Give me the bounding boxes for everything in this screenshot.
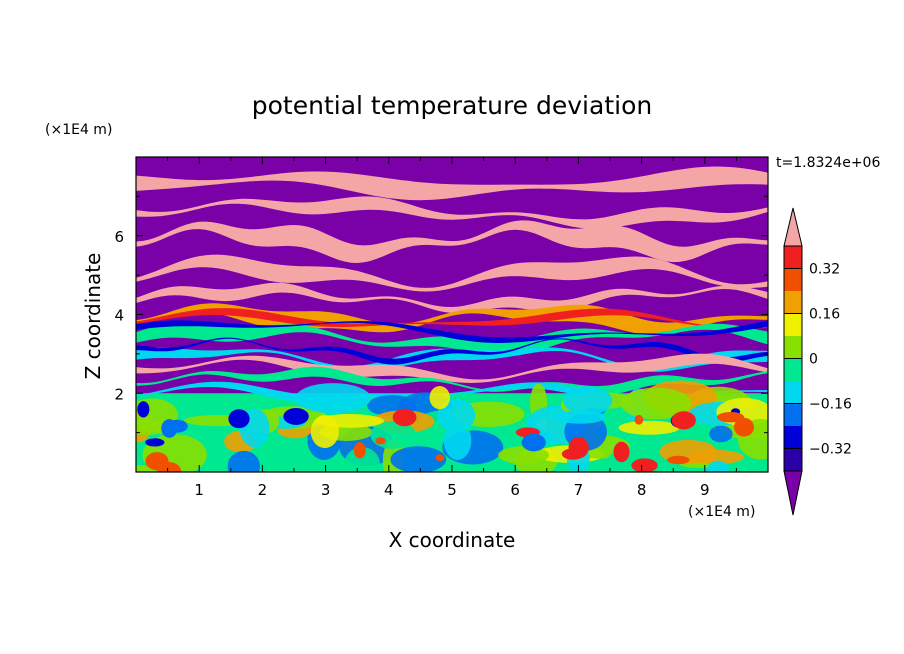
field-eddy-core [283, 408, 309, 425]
field-eddy-core [228, 409, 250, 429]
colorbar-swatch [784, 358, 802, 381]
x-tick-label: 5 [447, 481, 457, 499]
field-eddy [709, 425, 733, 443]
chart-title: potential temperature deviation [252, 91, 652, 120]
field-eddy [437, 398, 476, 433]
field-layer [136, 353, 768, 383]
colorbar-swatch [784, 403, 802, 426]
x-tick-label: 9 [700, 481, 710, 499]
field-eddy-core [137, 401, 150, 418]
field-eddy-core [375, 437, 386, 445]
x-tick-label: 6 [510, 481, 520, 499]
field-layer [136, 282, 768, 314]
field-eddy-core [521, 433, 546, 452]
field-layer [136, 347, 768, 373]
x-axis: 1 2 3 4 5 6 7 8 9 [167, 157, 737, 499]
y-tick-label: 6 [114, 228, 124, 246]
contour-field [136, 157, 768, 472]
y-axis-label: Z coordinate [81, 253, 105, 380]
colorbar-swatch [784, 336, 802, 359]
y-tick-label: 4 [114, 307, 124, 325]
y-tick-label: 2 [114, 385, 124, 403]
colorbar-extend-top [783, 207, 803, 247]
colorbar-swatch [784, 246, 802, 269]
field-layer [136, 220, 768, 263]
field-eddy [563, 386, 613, 415]
time-label: t=1.8324e+06 [776, 155, 880, 171]
field-eddy [343, 446, 381, 472]
colorbar-swatch [784, 268, 802, 291]
x-tick-label: 3 [321, 481, 331, 499]
y-unit-label: (×1E4 m) [45, 122, 112, 138]
x-tick-label: 1 [194, 481, 204, 499]
field-layer [136, 366, 768, 396]
colorbar-swatch [784, 313, 802, 336]
field-layer [136, 166, 768, 201]
y-axis: 2 4 6 [114, 195, 768, 434]
field-eddy [136, 465, 160, 472]
x-tick-label: 8 [637, 481, 647, 499]
field-eddy [390, 446, 447, 472]
field-eddy-core [613, 441, 630, 463]
colorbar-label: 0.16 [809, 307, 840, 323]
field-eddy-core [145, 438, 165, 447]
field-eddy [315, 414, 384, 428]
field-eddy [706, 460, 730, 472]
field-layer [136, 254, 768, 292]
field-eddy [618, 420, 680, 435]
field-eddy-core [145, 452, 169, 471]
field-layer [136, 320, 768, 343]
field-eddy-core [392, 408, 417, 427]
colorbar-swatch [784, 291, 802, 314]
x-tick-label: 4 [384, 481, 394, 499]
field-layer [136, 308, 768, 329]
x-axis-label: X coordinate [389, 528, 516, 552]
field-eddy-core [733, 417, 755, 437]
colorbar-label: −0.32 [809, 442, 852, 458]
field-eddy [227, 450, 260, 472]
colorbar-swatch [784, 426, 802, 449]
field-layer [136, 337, 768, 365]
colorbar-label: 0.32 [809, 262, 840, 278]
field-eddy-core [716, 411, 745, 423]
colorbar-label: 0 [809, 352, 818, 368]
field-layer [136, 196, 768, 229]
field-eddy-core [631, 458, 658, 472]
field-eddy [554, 410, 606, 424]
colorbar-swatch [784, 381, 802, 404]
field-eddy [429, 386, 451, 410]
colorbar-label: −0.16 [809, 397, 852, 413]
field-eddy-core [353, 442, 366, 459]
field-eddy-core [667, 455, 690, 465]
field-eddy-core [166, 419, 188, 433]
field-eddy-core [435, 454, 445, 462]
field-eddy-core [561, 448, 585, 460]
x-tick-label: 7 [574, 481, 584, 499]
field-eddy [295, 383, 371, 414]
field-eddy [620, 387, 692, 420]
x-unit-label: (×1E4 m) [688, 504, 755, 520]
x-tick-label: 2 [258, 481, 268, 499]
colorbar-swatch [784, 448, 802, 471]
field-eddy-core [671, 411, 696, 430]
field-eddy-core [634, 414, 644, 425]
colorbar: 0.32 0.16 0 −0.16 −0.32 [783, 207, 852, 516]
field-layer [136, 322, 768, 357]
colorbar-extend-bottom [783, 470, 803, 516]
